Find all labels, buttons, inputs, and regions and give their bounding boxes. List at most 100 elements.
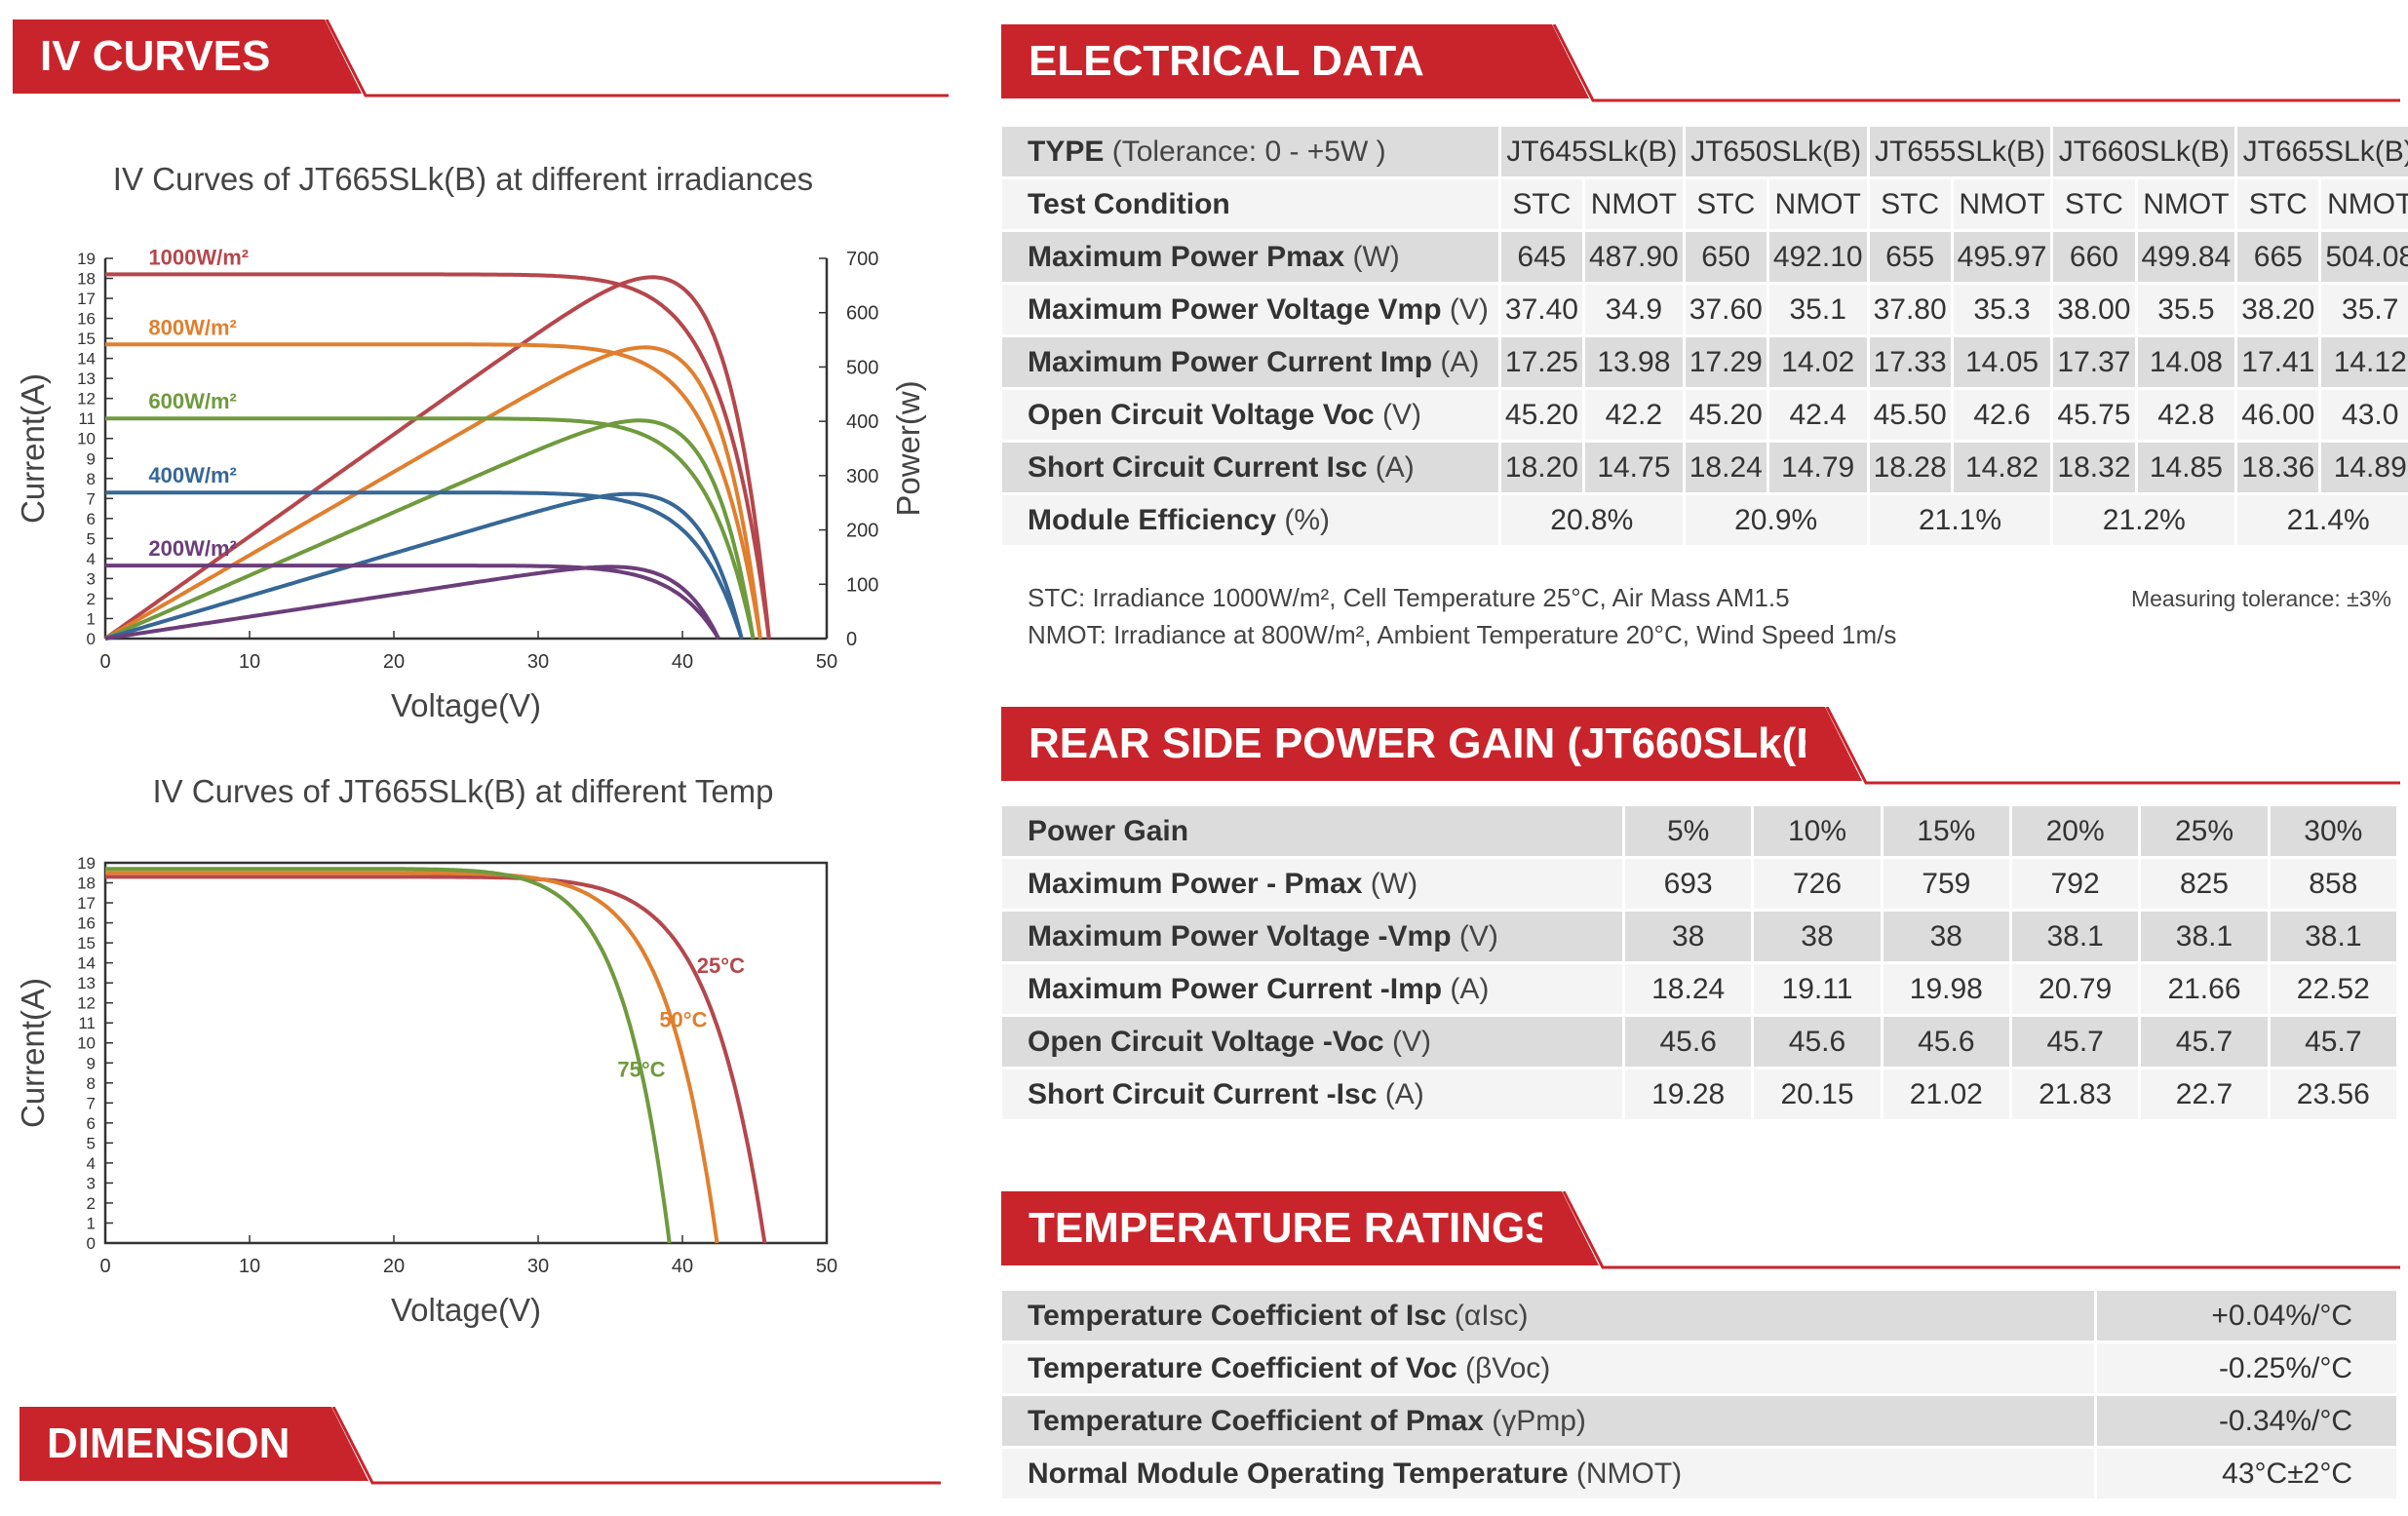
table-cell: 650 [1685, 232, 1767, 282]
efficiency-cell: Module Efficiency (%) [1002, 495, 1498, 545]
temperature-banner: TEMPERATURE RATINGS [1001, 1191, 1554, 1265]
y-tick-label: 3 [87, 569, 96, 588]
model-name: JT665SLk(B) [2237, 127, 2408, 176]
table-cell: 45.20 [1685, 390, 1767, 440]
table-cell: 13.98 [1584, 337, 1683, 387]
y-tick-label: 9 [87, 449, 96, 468]
x-tick-label: 10 [239, 1256, 260, 1277]
rating-value: -0.25%/°C [2097, 1343, 2396, 1393]
row-label: Normal Module Operating Temperature [1028, 1457, 1569, 1490]
chart1-title: IV Curves of JT665SLk(B) at different ir… [112, 161, 814, 197]
y-tick-label: 0 [87, 630, 96, 648]
model-name: JT645SLk(B) [1500, 127, 1683, 176]
table-cell: 38.1 [2011, 912, 2139, 961]
efficiency-value: 21.4% [2237, 495, 2408, 545]
x-axis-title: Voltage(V) [391, 1292, 541, 1328]
table-cell: 42.8 [2137, 390, 2235, 440]
power-curve-2 [104, 418, 756, 641]
table-cell: 504.08 [2321, 232, 2408, 282]
x-tick-label: 40 [672, 1256, 693, 1277]
rear-rows: Maximum Power - Pmax (W) 693 726 759 792 825 8… [1002, 859, 2396, 1119]
y-tick-label: 8 [87, 470, 96, 488]
electrical-data-table: TYPE (Tolerance: 0 - +5W ) JT645SLk(B) J… [999, 124, 2408, 548]
table-row: Maximum Power Current -Imp (A) 18.24 19.11… [1002, 964, 2396, 1014]
power-curve-3 [104, 491, 744, 641]
x-tick-label: 0 [99, 651, 110, 673]
table-row: Temperature Coefficient of Isc (αIsc) +0.… [1002, 1291, 2396, 1341]
rear-gain-table: Power Gain 5% 10% 15% 20% 25% 30% Maximu… [999, 803, 2399, 1122]
table-cell: 45.7 [2141, 1017, 2268, 1067]
table-cell: 34.9 [1584, 285, 1683, 334]
iv-curve-4 [105, 564, 720, 641]
table-cell: 37.80 [1869, 285, 1951, 334]
row-unit: (αIsc) [1454, 1299, 1529, 1332]
row-label: Maximum Power Voltage -Vmp [1028, 919, 1452, 952]
y2-tick-label: 600 [846, 303, 878, 325]
table-cell: 22.52 [2270, 964, 2396, 1014]
banner-slant-decoration [312, 1407, 941, 1485]
table-cell: 45.6 [1754, 1017, 1881, 1067]
y2-tick-label: 700 [846, 249, 878, 270]
test-condition-label: Test Condition [1028, 187, 1230, 220]
y-tick-label: 10 [77, 430, 96, 448]
y-tick-label: 19 [77, 854, 96, 873]
type-label: TYPE [1028, 135, 1105, 168]
row-unit: (A) [1375, 450, 1415, 484]
table-cell: 495.97 [1953, 232, 2051, 282]
row-unit: (V) [1381, 398, 1421, 431]
y-tick-label: 18 [77, 270, 96, 289]
table-cell: 14.12 [2321, 337, 2408, 387]
x-tick-label: 20 [383, 1256, 405, 1277]
condition-cell: STC [1500, 179, 1582, 229]
row-label-cell: Maximum Power Pmax (W) [1002, 232, 1498, 282]
table-row: Open Circuit Voltage Voc (V) 45.20 42.2 45.… [1002, 390, 2408, 440]
table-cell: 35.3 [1953, 285, 2051, 334]
table-cell: 21.83 [2011, 1069, 2139, 1119]
dimension-banner: DIMENSION [19, 1407, 312, 1481]
table-row: Maximum Power Voltage -Vmp (V) 38 38 38 38.1… [1002, 912, 2396, 961]
table-cell: 35.5 [2137, 285, 2235, 334]
y-tick-label: 9 [87, 1054, 96, 1072]
table-cell: 487.90 [1584, 232, 1683, 282]
table-cell: 660 [2053, 232, 2135, 282]
table-cell: 38 [1754, 912, 1881, 961]
y-axis-title: Current(A) [15, 373, 51, 524]
table-row: Open Circuit Voltage -Voc (V) 45.6 45.6 45.… [1002, 1017, 2396, 1067]
table-cell: 35.7 [2321, 285, 2408, 334]
row-label: Open Circuit Voltage -Voc [1028, 1025, 1384, 1058]
series-label: 25°C [697, 953, 745, 978]
table-cell: 19.98 [1883, 964, 2009, 1014]
series-label: 1000W/m² [148, 245, 249, 269]
y-tick-label: 11 [78, 409, 96, 428]
x-tick-label: 50 [816, 1256, 837, 1277]
table-row: Temperature Coefficient of Pmax (γPmp) -0… [1002, 1396, 2396, 1446]
table-cell: 17.29 [1685, 337, 1767, 387]
y-tick-label: 15 [77, 934, 96, 952]
table-cell: 38 [1883, 912, 2009, 961]
table-cell: 45.75 [2053, 390, 2135, 440]
row-label: Temperature Coefficient of Isc [1028, 1299, 1447, 1332]
rating-value: 43°C±2°C [2097, 1449, 2396, 1498]
row-label: Maximum Power - Pmax [1028, 867, 1363, 900]
power-gain-cell: Power Gain [1002, 806, 1622, 856]
y2-tick-label: 200 [846, 521, 878, 542]
y-tick-label: 17 [77, 894, 96, 913]
iv-curve-3 [105, 490, 744, 640]
table-cell: 46.00 [2237, 390, 2319, 440]
table-cell: 18.24 [1685, 443, 1767, 492]
efficiency-value: 21.2% [2053, 495, 2235, 545]
row-label-cell: Maximum Power Current -Imp (A) [1002, 964, 1622, 1014]
table-cell: 38.20 [2237, 285, 2319, 334]
row-label: Short Circuit Current Isc [1028, 450, 1368, 484]
table-cell: 14.02 [1768, 337, 1867, 387]
x-tick-label: 20 [383, 651, 405, 673]
y2-tick-label: 300 [846, 466, 878, 487]
iv-curves-banner: IV CURVES [13, 19, 305, 94]
iv-curve-2 [105, 416, 756, 640]
table-cell: 759 [1883, 859, 2009, 909]
stc-note: STC: Irradiance 1000W/m², Cell Temperatu… [1028, 583, 1790, 612]
y-tick-label: 11 [78, 1014, 96, 1032]
condition-cell: STC [2237, 179, 2319, 229]
